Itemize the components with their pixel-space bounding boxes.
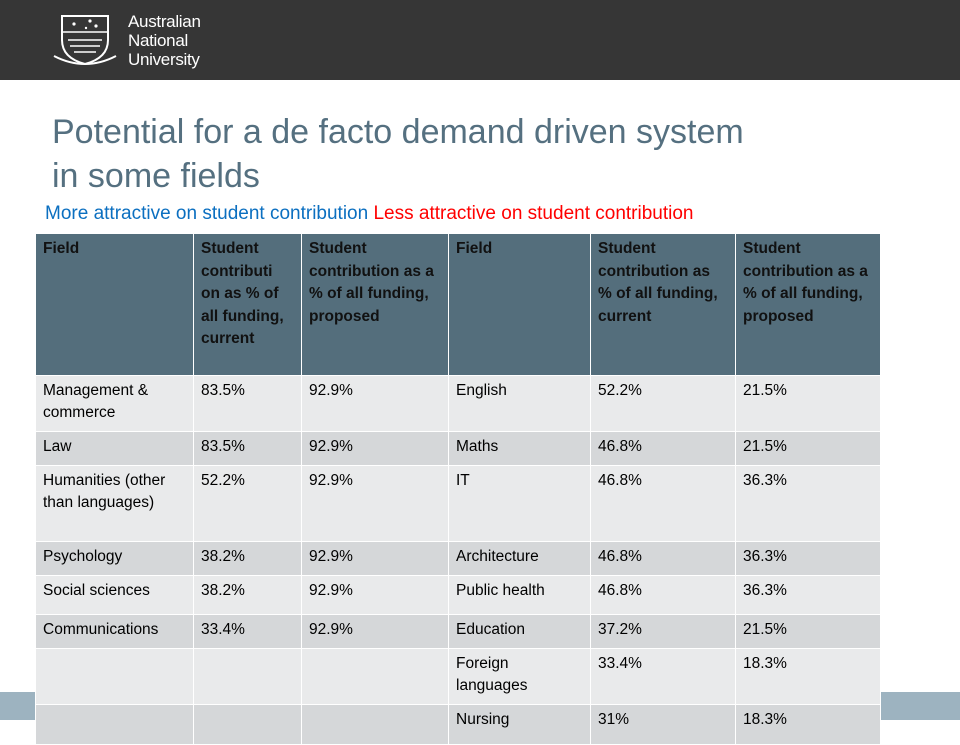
legend: More attractive on student contribution … — [45, 203, 694, 225]
table-cell: 21.5% — [735, 614, 881, 649]
table-cell: 92.9% — [301, 575, 449, 615]
table-row: Nursing 31% 18.3% — [35, 704, 881, 745]
empty-cell — [35, 648, 194, 705]
table-cell: 37.2% — [590, 614, 736, 649]
table-cell: 92.9% — [301, 375, 449, 432]
table-cell: 36.3% — [735, 541, 881, 576]
table-cell: Psychology — [35, 541, 194, 576]
column-header: Student contribution as a % of all fundi… — [301, 233, 449, 376]
table-cell: IT — [448, 465, 591, 542]
column-header: Field — [448, 233, 591, 376]
table-cell: 18.3% — [735, 648, 881, 705]
logo-line: Australian — [128, 12, 201, 31]
table-cell: 92.9% — [301, 465, 449, 542]
title-line: Potential for a de facto demand driven s… — [52, 113, 744, 151]
empty-cell — [301, 704, 449, 745]
column-header: Student contribution as a % of all fundi… — [735, 233, 881, 376]
table-cell: Nursing — [448, 704, 591, 745]
table-cell: 52.2% — [590, 375, 736, 432]
table-cell: 46.8% — [590, 541, 736, 576]
logo-text: Australian National University — [128, 12, 201, 69]
table-cell: Education — [448, 614, 591, 649]
table-row: Foreign languages 33.4% 18.3% — [35, 648, 881, 705]
table-cell: Public health — [448, 575, 591, 615]
table-cell: 46.8% — [590, 431, 736, 466]
table-cell: 31% — [590, 704, 736, 745]
table-cell: 38.2% — [193, 575, 302, 615]
table-cell: Humanities (other than languages) — [35, 465, 194, 542]
table-cell: 92.9% — [301, 541, 449, 576]
logo-line: University — [128, 50, 200, 69]
table-cell: English — [448, 375, 591, 432]
table-cell: 92.9% — [301, 614, 449, 649]
empty-cell — [193, 704, 302, 745]
table-cell: Management & commerce — [35, 375, 194, 432]
table-row: Communications 33.4% 92.9% Education 37.2% 21… — [35, 614, 881, 649]
legend-more: More attractive on student contribution — [45, 203, 369, 224]
table-cell: Architecture — [448, 541, 591, 576]
table-cell: 21.5% — [735, 375, 881, 432]
column-header: Student contributi on as % of all fundin… — [193, 233, 302, 376]
table-cell: 46.8% — [590, 465, 736, 542]
table-cell: 36.3% — [735, 575, 881, 615]
table-cell: 83.5% — [193, 375, 302, 432]
data-table: Field Student contributi on as % of all f… — [35, 233, 881, 745]
table-row: Management & commerce 83.5% 92.9% English 52… — [35, 375, 881, 432]
logo-line: National — [128, 31, 188, 50]
table-cell: Social sciences — [35, 575, 194, 615]
table-cell: Foreign languages — [448, 648, 591, 705]
table-cell: 52.2% — [193, 465, 302, 542]
empty-cell — [193, 648, 302, 705]
legend-less: Less attractive on student contribution — [373, 203, 694, 224]
table-cell: 46.8% — [590, 575, 736, 615]
empty-cell — [301, 648, 449, 705]
table-row: Law 83.5% 92.9% Maths 46.8% 21.5% — [35, 431, 881, 466]
header-row: Field Student contributi on as % of all f… — [35, 233, 881, 376]
table-row: Humanities (other than languages) 52.2% 92… — [35, 465, 881, 542]
table-cell: 38.2% — [193, 541, 302, 576]
table-cell: Communications — [35, 614, 194, 649]
table-row: Social sciences 38.2% 92.9% Public health 46… — [35, 575, 881, 615]
table-cell: Law — [35, 431, 194, 466]
table-cell: 83.5% — [193, 431, 302, 466]
table-cell: 92.9% — [301, 431, 449, 466]
column-header: Student contribution as % of all funding… — [590, 233, 736, 376]
column-header: Field — [35, 233, 194, 376]
table-cell: 18.3% — [735, 704, 881, 745]
title-line: in some fields — [52, 157, 260, 195]
table-cell: 33.4% — [193, 614, 302, 649]
table-cell: 21.5% — [735, 431, 881, 466]
empty-cell — [35, 704, 194, 745]
top-bar: Australian National University — [0, 0, 960, 80]
table-row: Psychology 38.2% 92.9% Architecture 46.8% 36.… — [35, 541, 881, 576]
table-cell: 36.3% — [735, 465, 881, 542]
slide-title: Potential for a de facto demand driven s… — [52, 110, 744, 198]
logo-crest — [53, 15, 117, 66]
table-cell: Maths — [448, 431, 591, 466]
table-cell: 33.4% — [590, 648, 736, 705]
